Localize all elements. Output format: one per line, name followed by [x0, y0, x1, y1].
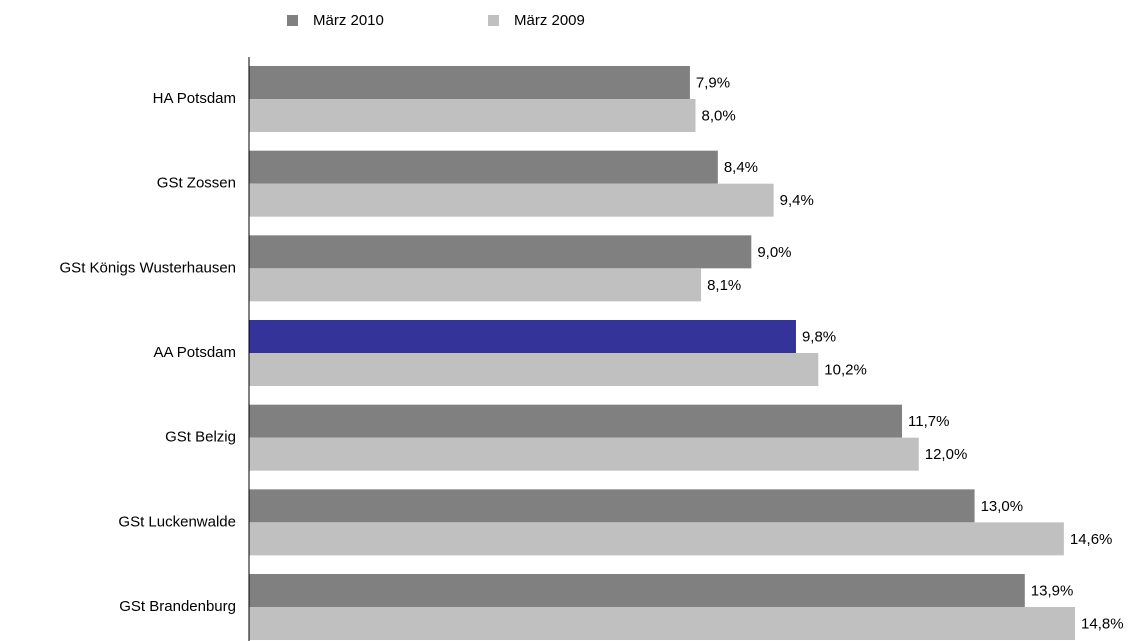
bar — [249, 522, 1064, 556]
category-label: GSt Königs Wusterhausen — [60, 259, 236, 276]
category-label: GSt Brandenburg — [119, 598, 236, 615]
bar — [249, 66, 690, 99]
category-label: GSt Belzig — [165, 429, 236, 446]
category-label: AA Potsdam — [153, 344, 236, 361]
bar — [249, 235, 752, 269]
bar — [249, 353, 819, 387]
category-label: GSt Luckenwalde — [118, 513, 236, 530]
value-label: 14,8% — [1081, 615, 1124, 632]
bar — [249, 607, 1076, 641]
bar — [249, 404, 903, 438]
bar — [249, 320, 796, 354]
value-label: 13,9% — [1031, 582, 1074, 599]
value-label: 13,0% — [981, 498, 1024, 515]
value-label: 8,1% — [707, 277, 741, 294]
value-label: 14,6% — [1070, 531, 1113, 548]
bar — [249, 268, 702, 302]
legend-label: März 2010 — [313, 12, 384, 29]
value-label: 8,4% — [724, 159, 758, 176]
category-label: HA Potsdam — [153, 90, 236, 107]
bar — [249, 183, 774, 217]
bar — [249, 99, 696, 132]
value-label: 7,9% — [696, 74, 730, 91]
legend-label: März 2009 — [514, 12, 585, 29]
value-label: 11,7% — [908, 413, 949, 430]
value-label: 9,4% — [780, 192, 814, 209]
legend-swatch — [287, 15, 298, 26]
value-label: 12,0% — [925, 446, 968, 463]
bar — [249, 150, 718, 184]
bar — [249, 489, 975, 523]
category-label: GSt Zossen — [157, 175, 236, 192]
value-label: 8,0% — [702, 107, 736, 124]
value-label: 9,0% — [757, 244, 791, 261]
value-label: 9,8% — [802, 328, 836, 345]
bar — [249, 574, 1025, 608]
legend-swatch — [488, 15, 499, 26]
bar — [249, 437, 919, 471]
value-label: 10,2% — [824, 361, 867, 378]
